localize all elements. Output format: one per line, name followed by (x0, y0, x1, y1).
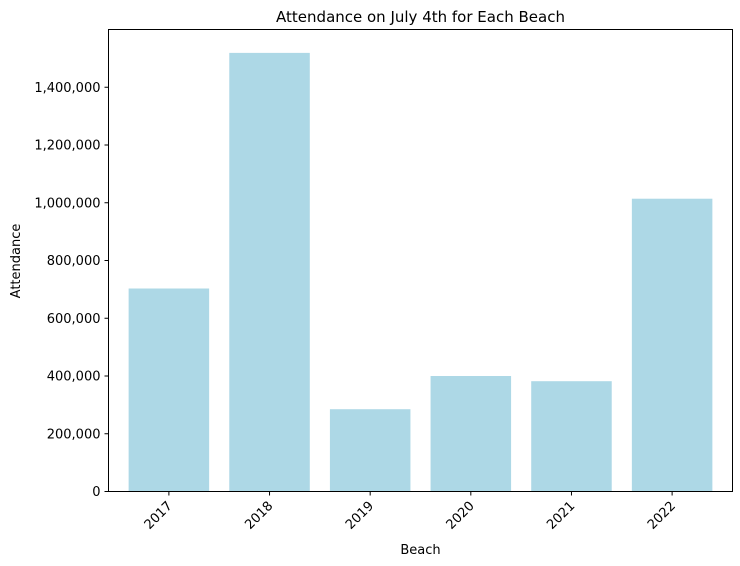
y-axis-label: Attendance (9, 224, 24, 299)
bars-layer (128, 52, 713, 492)
y-tick-label: 1,400,000 (34, 81, 100, 96)
bar-2022 (631, 198, 713, 492)
axes-frame (108, 29, 733, 492)
bar-2020 (430, 376, 512, 492)
y-tick-label: 800,000 (47, 254, 101, 269)
y-tick-label: 0 (92, 485, 100, 500)
y-tick-label: 400,000 (47, 370, 101, 385)
bar-2019 (329, 409, 411, 492)
y-tick-label: 1,200,000 (34, 139, 100, 154)
bar-2018 (229, 52, 310, 492)
y-axis: 0 200,000 400,000 600,000 800,000 1,000,000 1,… (34, 81, 109, 500)
chart-title: Attendance on July 4th for Each Beach (276, 8, 565, 26)
y-tick-label: 1,000,000 (34, 196, 100, 211)
y-tick-label: 600,000 (47, 312, 101, 327)
y-tick-label: 200,000 (47, 427, 101, 442)
x-axis-label: Beach (400, 543, 440, 558)
bar-2017 (128, 288, 210, 492)
bar-2021 (531, 381, 612, 492)
